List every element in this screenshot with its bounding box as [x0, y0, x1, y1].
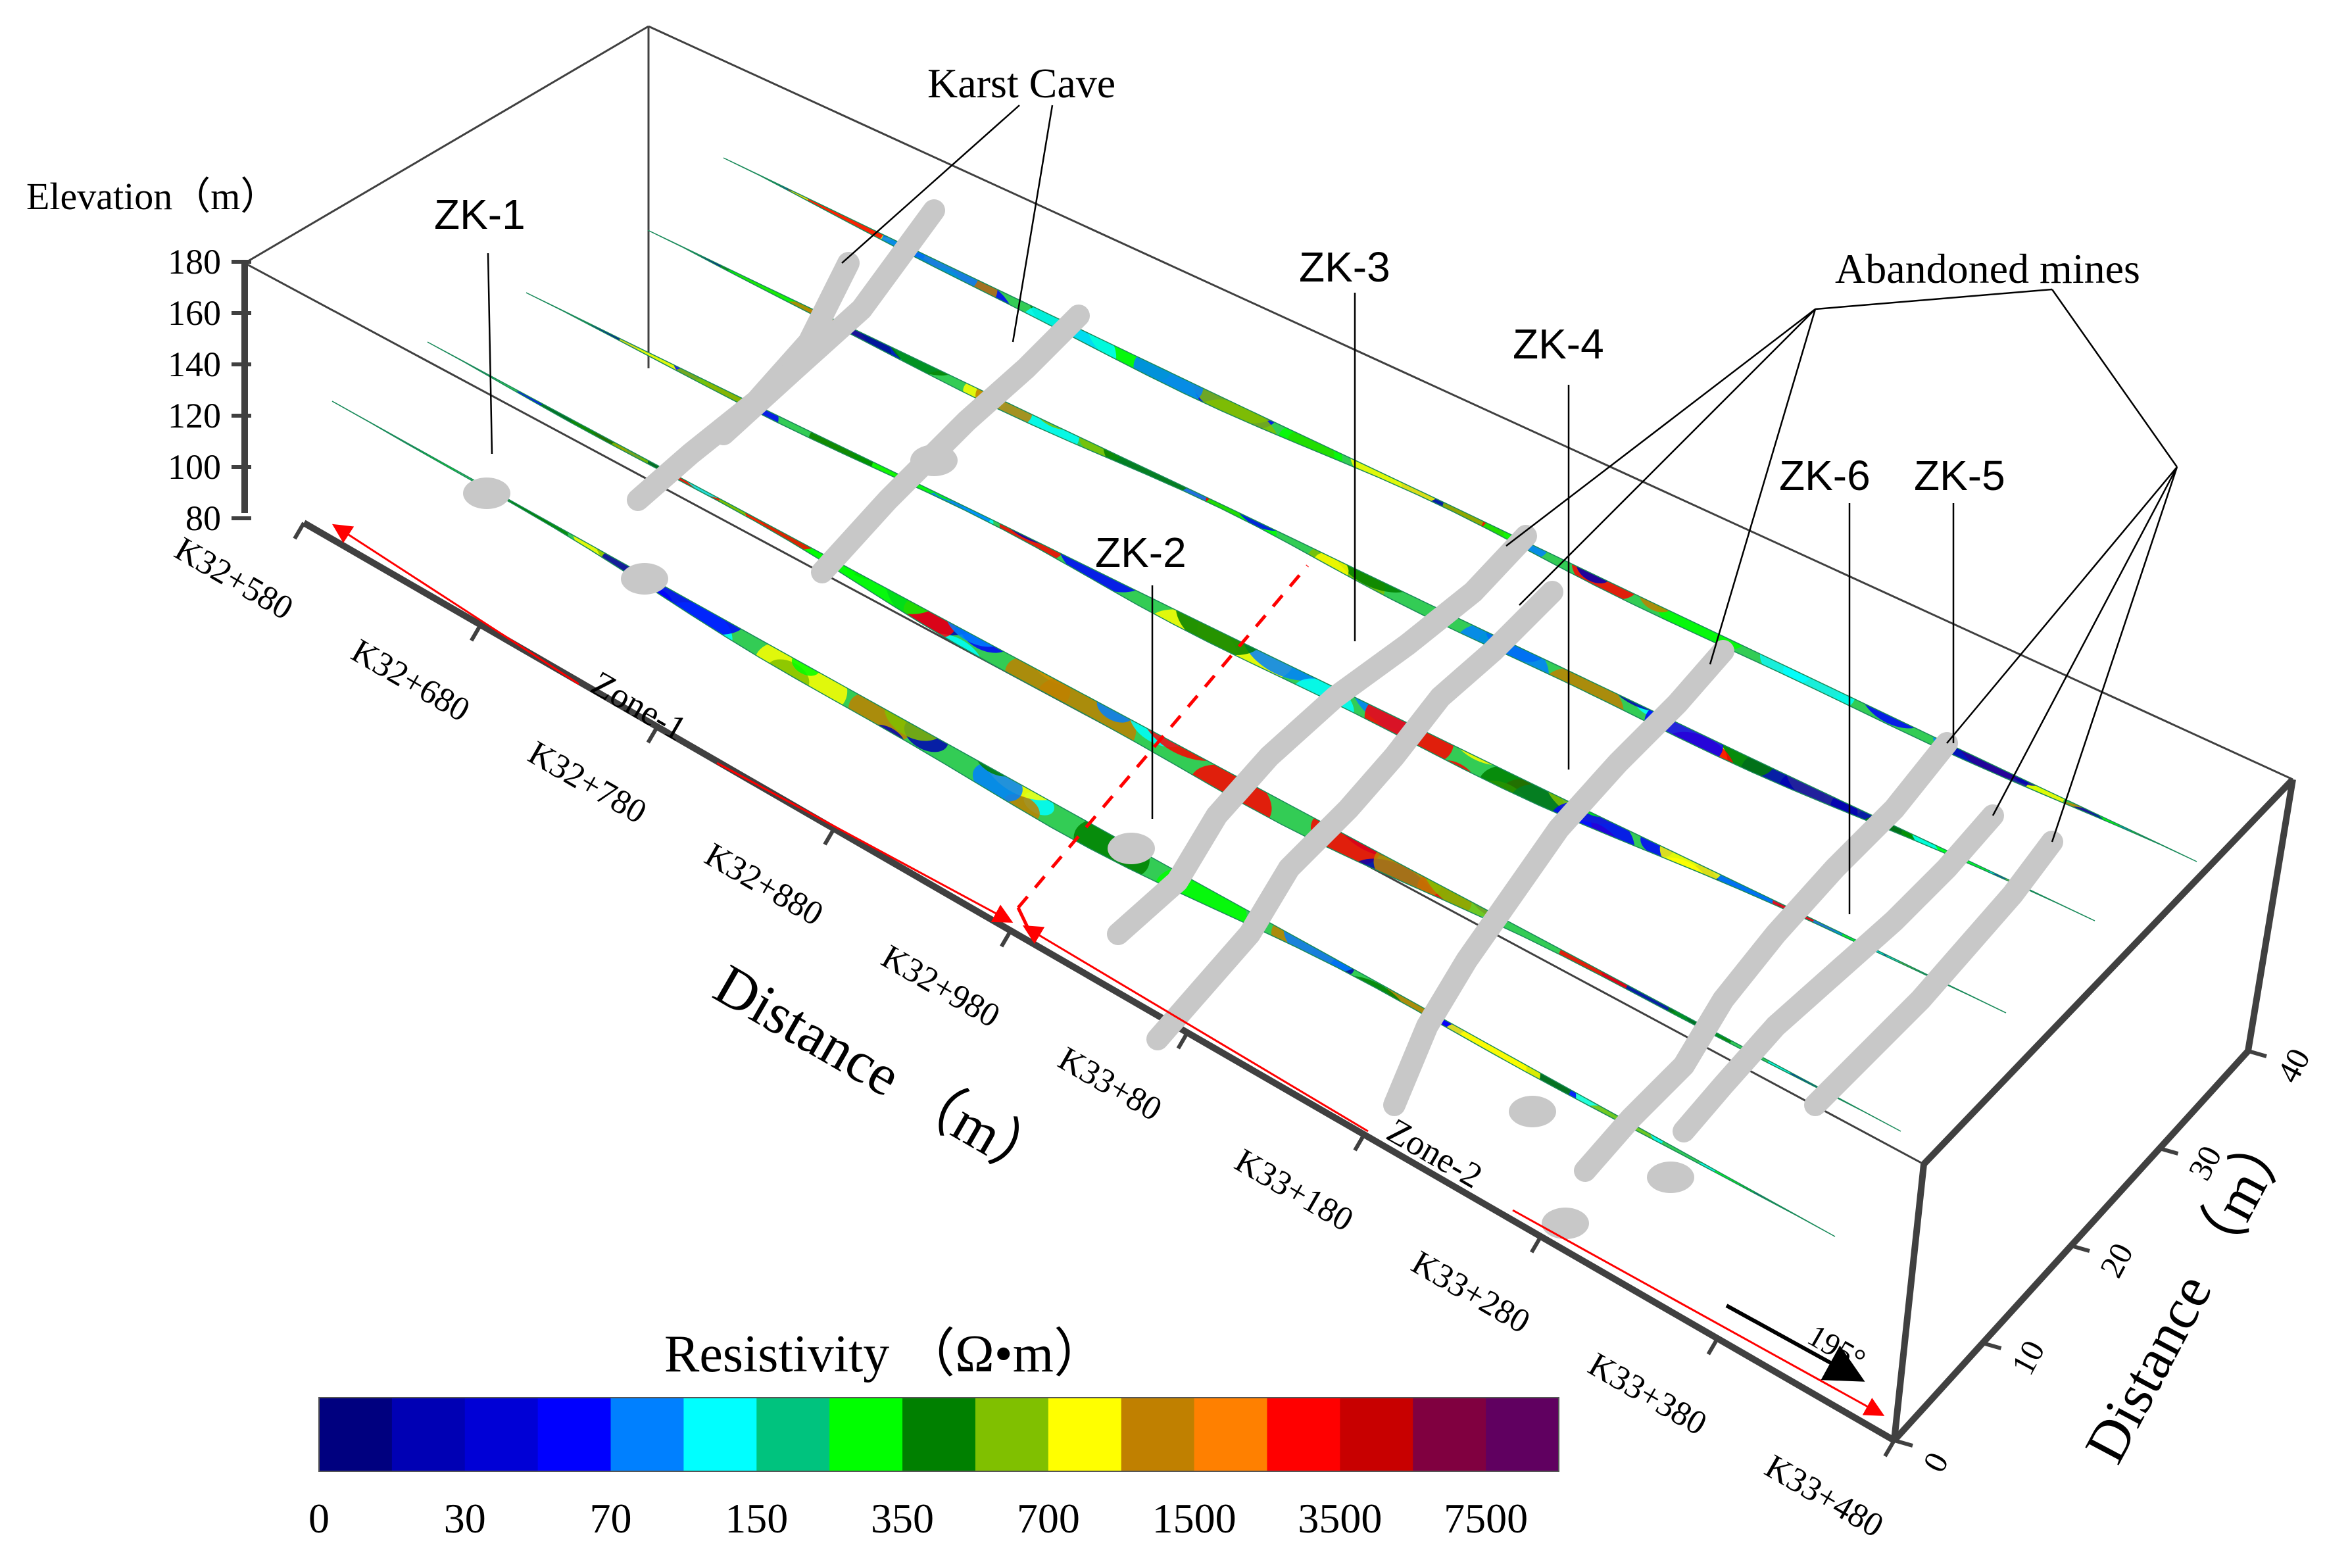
colorbar-tick-label: 7500 — [1444, 1495, 1528, 1542]
anomaly-body — [811, 305, 1090, 583]
karst-cave-label: Karst Cave — [927, 60, 1115, 107]
distance-tick-label: K32+580 — [168, 530, 299, 627]
colorbar-tick-label: 150 — [725, 1495, 788, 1542]
colorbar-swatch — [975, 1398, 1049, 1471]
depth-tick-label: 40 — [2269, 1042, 2317, 1089]
elevation-tick-label: 80 — [185, 499, 221, 538]
distance-tick-label: K33+80 — [1052, 1040, 1167, 1129]
elevation-tick-label: 120 — [168, 396, 221, 435]
borehole-leaders — [487, 253, 1955, 914]
depth-tick-label: 10 — [2004, 1335, 2052, 1381]
colorbar-tick-label: 3500 — [1298, 1495, 1382, 1542]
distance-tick-label: K33+480 — [1759, 1448, 1890, 1545]
colorbar-swatch — [464, 1398, 539, 1471]
anomaly-body — [712, 199, 945, 445]
colorbar-swatch — [1267, 1398, 1340, 1471]
colorbar-swatch — [756, 1398, 830, 1471]
distance-tick-label: K32+880 — [698, 836, 829, 933]
anomaly-body — [1108, 833, 1155, 864]
elevation-axis-label: Elevation（m） — [26, 175, 278, 218]
distance-tick-label: K32+680 — [345, 632, 476, 729]
elevation-axis-ticks: 180 160 140 120 100 80 — [168, 242, 251, 538]
zone-2-label: Zone-2 — [1381, 1110, 1489, 1196]
elevation-tick-label: 100 — [168, 447, 221, 487]
karst-cave-annotation — [841, 105, 1054, 343]
anomaly-body — [1146, 581, 1563, 1050]
colorbar-swatch — [829, 1398, 903, 1471]
anomaly-body — [627, 252, 860, 511]
colorbar-tick-label: 350 — [871, 1495, 934, 1542]
colorbar-swatch — [537, 1398, 612, 1471]
distance-tick-label: K33+280 — [1406, 1244, 1536, 1341]
colorbar-swatch — [683, 1398, 757, 1471]
colorbar-tick-labels: 0 30 70 150 350 700 1500 3500 7500 — [308, 1495, 1528, 1542]
borehole-zk1-label: ZK-1 — [434, 191, 526, 238]
colorbar-tick-label: 30 — [444, 1495, 486, 1542]
colorbar-swatch — [1486, 1398, 1559, 1471]
colorbar-swatch — [1340, 1398, 1413, 1471]
borehole-zk4-label: ZK-4 — [1513, 320, 1604, 368]
resistivity-profile — [332, 401, 1835, 1237]
colorbar-tick-label: 1500 — [1152, 1495, 1236, 1542]
direction-label: 195° — [1802, 1318, 1871, 1379]
colorbar-swatch — [391, 1398, 466, 1471]
colorbar-tick-label: 70 — [590, 1495, 632, 1542]
elevation-tick-label: 140 — [168, 345, 221, 384]
colorbar-tick-label: 0 — [308, 1495, 330, 1542]
direction-indicator: 195° — [1725, 1304, 1871, 1382]
colorbar-title: Resistivity （Ω•m） — [664, 1325, 1106, 1383]
anomaly-body — [1647, 1162, 1694, 1193]
borehole-zk6-label: ZK-6 — [1779, 452, 1871, 499]
anomaly-body — [621, 563, 668, 595]
anomaly-body — [1107, 525, 1537, 945]
abandoned-mines-annotation — [1505, 288, 2178, 843]
anomaly-body — [910, 445, 958, 476]
distance-tick-label: K33+380 — [1582, 1346, 1713, 1443]
borehole-zk5-label: ZK-5 — [1914, 452, 2005, 499]
anomaly-body — [1542, 1208, 1589, 1239]
zone-arrows — [331, 524, 1885, 1416]
anomaly-body — [1804, 831, 2063, 1116]
elevation-tick-label: 160 — [168, 293, 221, 333]
colorbar-swatch — [610, 1398, 684, 1471]
colorbar-swatch — [1048, 1398, 1122, 1471]
anomaly-body — [1509, 1096, 1556, 1127]
colorbar-swatch — [1413, 1398, 1486, 1471]
anomaly-body — [1383, 640, 1734, 1116]
box-frame — [241, 25, 2296, 1444]
colorbar-tick-label: 700 — [1017, 1495, 1080, 1542]
colorbar-swatch — [1194, 1398, 1267, 1471]
resistivity-profile — [526, 293, 2006, 1013]
borehole-zk2-label: ZK-2 — [1095, 529, 1187, 576]
abandoned-mines-label: Abandoned mines — [1835, 245, 2140, 292]
anomaly-body — [1673, 804, 2004, 1142]
distance-axis-label: Distance （m） — [704, 952, 1063, 1196]
anomaly-body — [1574, 732, 1958, 1182]
resistivity-profile — [428, 342, 1901, 1131]
distance-tick-label: K33+180 — [1229, 1142, 1359, 1239]
anomaly-body — [463, 478, 510, 509]
colorbar — [318, 1397, 1559, 1472]
colorbar-swatch — [319, 1398, 393, 1471]
zone-1-label: Zone-1 — [585, 663, 693, 748]
depth-tick-label: 0 — [1915, 1446, 1955, 1478]
anomaly-bodies — [463, 199, 2063, 1239]
colorbar-swatch — [1121, 1398, 1195, 1471]
depth-tick-label: 20 — [2092, 1237, 2140, 1283]
distance-tick-label: K32+780 — [522, 734, 652, 831]
distance-tick-label: K32+980 — [875, 938, 1006, 1035]
elevation-tick-label: 180 — [168, 242, 221, 282]
borehole-zk3-label: ZK-3 — [1299, 243, 1390, 291]
colorbar-swatch — [902, 1398, 976, 1471]
